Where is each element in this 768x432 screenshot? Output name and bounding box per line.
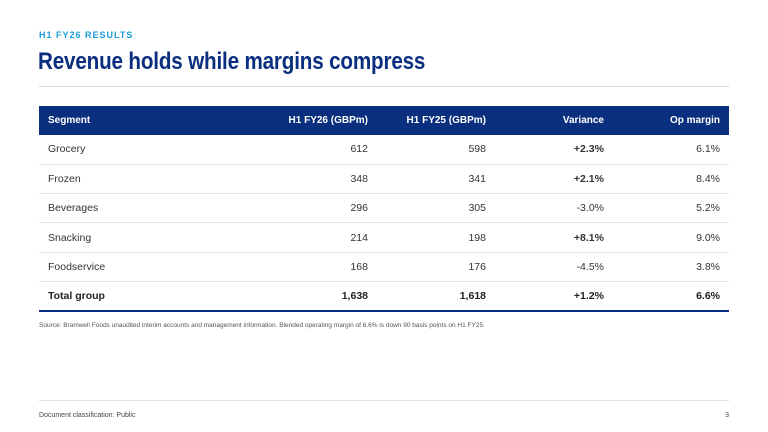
- fy25-cell: 341: [377, 164, 495, 195]
- segment-cell: Grocery: [39, 135, 239, 165]
- footer-divider: [39, 400, 729, 401]
- table-row: Snacking 214 198 +8.1% 9.0%: [39, 222, 729, 253]
- segment-cell: Frozen: [39, 164, 239, 195]
- fy25-cell: 1,618: [377, 281, 495, 312]
- op-margin-cell: 5.2%: [613, 193, 729, 224]
- segment-cell: Foodservice: [39, 252, 239, 282]
- document-classification: Document classification: Public: [39, 412, 136, 419]
- table-row: Foodservice 168 176 -4.5% 3.8%: [39, 252, 729, 282]
- variance-cell: +2.3%: [495, 135, 613, 165]
- variance-cell: -4.5%: [495, 252, 613, 282]
- segment-cell: Snacking: [39, 222, 239, 253]
- segment-cell: Total group: [39, 281, 239, 312]
- table-row: Frozen 348 341 +2.1% 8.4%: [39, 164, 729, 195]
- results-table: Segment H1 FY26 (GBPm) H1 FY25 (GBPm) Va…: [39, 106, 729, 312]
- fy26-cell: 168: [239, 252, 377, 282]
- fy26-cell: 612: [239, 135, 377, 165]
- op-margin-cell: 8.4%: [613, 164, 729, 195]
- title-divider: [39, 86, 729, 87]
- fy26-cell: 1,638: [239, 281, 377, 312]
- variance-cell: -3.0%: [495, 193, 613, 224]
- column-header-h1-fy25: H1 FY25 (GBPm): [406, 115, 486, 126]
- table-header-row: Segment H1 FY26 (GBPm) H1 FY25 (GBPm) Va…: [39, 106, 729, 135]
- variance-cell: +1.2%: [495, 281, 613, 312]
- op-margin-cell: 3.8%: [613, 252, 729, 282]
- section-eyebrow: H1 FY26 RESULTS: [39, 30, 134, 40]
- page-title: Revenue holds while margins compress: [38, 48, 426, 75]
- page-number: 3: [725, 412, 729, 419]
- column-header-op-margin: Op margin: [669, 115, 720, 126]
- column-header-variance: Variance: [562, 115, 604, 126]
- op-margin-cell: 6.6%: [613, 281, 729, 312]
- op-margin-cell: 9.0%: [613, 222, 729, 253]
- column-header-h1-fy26: H1 FY26 (GBPm): [288, 115, 368, 126]
- table-row: Grocery 612 598 +2.3% 6.1%: [39, 135, 729, 165]
- fy26-cell: 348: [239, 164, 377, 195]
- source-note: Source: Bramwell Foods unaudited interim…: [39, 322, 485, 329]
- column-header-segment: Segment: [48, 115, 91, 126]
- fy25-cell: 598: [377, 135, 495, 165]
- fy25-cell: 176: [377, 252, 495, 282]
- fy26-cell: 296: [239, 193, 377, 224]
- fy25-cell: 198: [377, 222, 495, 253]
- fy25-cell: 305: [377, 193, 495, 224]
- variance-cell: +8.1%: [495, 222, 613, 253]
- segment-cell: Beverages: [39, 193, 239, 224]
- variance-cell: +2.1%: [495, 164, 613, 195]
- op-margin-cell: 6.1%: [613, 135, 729, 165]
- table-row: Beverages 296 305 -3.0% 5.2%: [39, 193, 729, 224]
- fy26-cell: 214: [239, 222, 377, 253]
- table-total-row: Total group 1,638 1,618 +1.2% 6.6%: [39, 281, 729, 312]
